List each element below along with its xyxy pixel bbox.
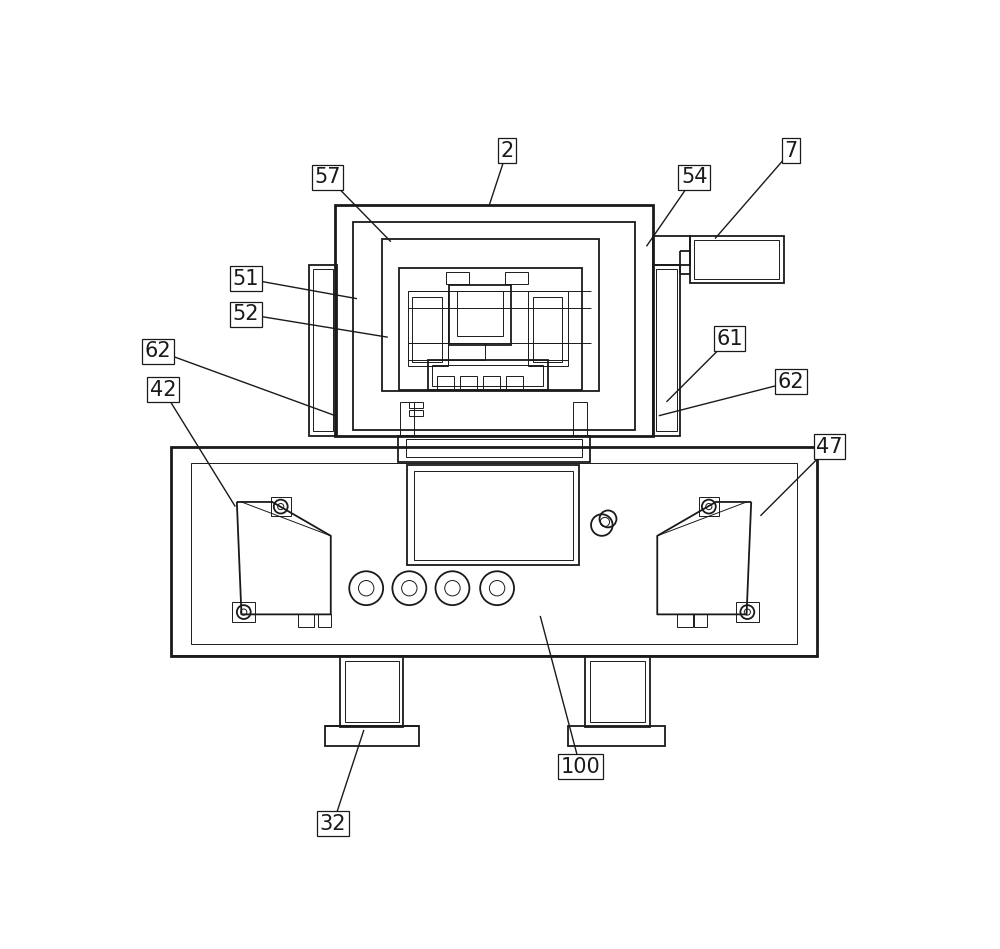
Bar [406, 438, 582, 457]
Bar [694, 240, 779, 279]
Bar [340, 656, 403, 727]
Bar [412, 297, 442, 362]
Bar [409, 410, 423, 416]
Bar [408, 344, 448, 361]
Bar [271, 497, 291, 516]
Text: 61: 61 [716, 328, 743, 348]
Bar [171, 447, 817, 656]
Bar [398, 436, 590, 462]
Bar [446, 271, 469, 284]
Bar [325, 726, 419, 746]
Bar [191, 463, 797, 644]
Bar [677, 614, 693, 626]
Bar [653, 265, 680, 436]
Bar [428, 361, 548, 389]
Bar [590, 661, 645, 722]
Bar [585, 656, 650, 727]
Text: 51: 51 [233, 269, 259, 288]
Bar [460, 376, 477, 389]
Bar [568, 726, 665, 746]
Text: 47: 47 [816, 437, 843, 456]
Bar [345, 661, 399, 722]
Bar [232, 602, 255, 623]
Bar [437, 376, 454, 389]
Bar [457, 291, 503, 336]
Bar [694, 614, 707, 626]
Bar [335, 205, 653, 436]
Text: 57: 57 [314, 167, 341, 187]
Bar [399, 268, 582, 389]
Bar [309, 265, 337, 436]
Bar [506, 376, 523, 389]
Bar [483, 376, 500, 389]
Bar [407, 465, 579, 565]
Text: 32: 32 [320, 814, 346, 834]
Bar [533, 297, 562, 362]
Bar [414, 471, 573, 561]
Bar [736, 602, 759, 623]
Bar [699, 497, 719, 516]
Text: 7: 7 [785, 140, 798, 160]
Bar [505, 271, 528, 284]
Bar [409, 401, 423, 408]
Bar [653, 235, 690, 265]
Bar [573, 401, 587, 436]
Bar [400, 401, 414, 436]
Bar [318, 614, 331, 626]
Bar [298, 614, 314, 626]
Text: 62: 62 [778, 372, 805, 392]
Text: 100: 100 [560, 757, 600, 777]
Bar [528, 291, 568, 366]
Text: 2: 2 [500, 140, 514, 160]
Text: 62: 62 [145, 341, 172, 361]
Bar [528, 344, 568, 361]
Bar [408, 291, 448, 366]
Bar [353, 222, 635, 430]
Bar [313, 270, 333, 431]
Text: 54: 54 [681, 167, 707, 187]
Bar [449, 285, 511, 344]
Text: 42: 42 [150, 380, 176, 400]
Bar [432, 365, 543, 386]
Bar [382, 238, 599, 391]
Bar [448, 344, 485, 361]
Bar [656, 270, 677, 431]
Bar [690, 235, 784, 284]
Text: 52: 52 [233, 304, 259, 324]
